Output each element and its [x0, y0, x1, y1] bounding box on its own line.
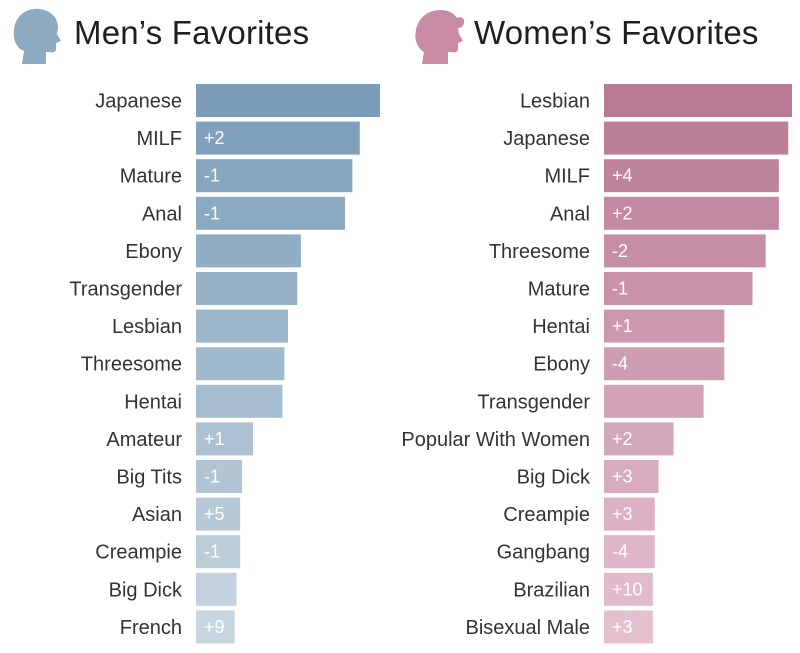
bar-milf	[604, 159, 779, 193]
category-label: Asian	[132, 504, 182, 526]
bar-french	[196, 610, 235, 644]
category-label: Transgender	[477, 391, 590, 413]
bar-threesome	[604, 234, 766, 268]
category-label: Hentai	[532, 316, 590, 338]
bar-anal	[196, 196, 346, 230]
rank-change-label: +4	[612, 166, 633, 186]
category-label: MILF	[136, 128, 182, 150]
womens-chart-title: Women’s Favorites	[474, 14, 759, 51]
category-label: Threesome	[489, 241, 590, 263]
category-label: Big Dick	[109, 579, 183, 601]
category-label: Creampie	[95, 542, 182, 564]
bar-lesbian	[604, 84, 792, 117]
category-label: French	[120, 617, 182, 639]
rank-change-label: +3	[612, 617, 633, 637]
rank-change-label: +1	[612, 316, 633, 336]
category-label: Ebony	[125, 241, 182, 263]
bar-bisexual-male	[604, 610, 653, 644]
category-label: Ebony	[533, 354, 590, 376]
bar-transgender	[604, 384, 704, 418]
rank-change-label: +10	[612, 579, 643, 599]
category-label: Japanese	[503, 128, 590, 150]
womens-bar-chart: Lesbian Japanese MILF +4 Anal +2 Threesome -2 Ma…	[401, 84, 792, 644]
bar-milf	[196, 121, 360, 155]
rank-change-label: -1	[204, 467, 220, 487]
category-label: Hentai	[124, 391, 182, 413]
rank-change-label: +3	[612, 467, 633, 487]
bar-brazilian	[604, 572, 653, 606]
bar-lesbian	[196, 309, 288, 343]
mens-bar-chart: Japanese MILF +2 Mature -1 Anal -1 Ebony Transge…	[69, 84, 380, 644]
rank-change-label: -2	[612, 241, 628, 261]
category-label: Japanese	[95, 91, 182, 113]
category-label: Big Tits	[116, 467, 182, 489]
category-label: Transgender	[69, 279, 182, 301]
category-label: Creampie	[503, 504, 590, 526]
bar-ebony	[196, 234, 301, 268]
bar-transgender	[196, 272, 298, 305]
womens-favorites-panel: Women’s Favorites Lesbian Japanese MILF +4 A…	[400, 0, 800, 653]
category-label: Lesbian	[112, 316, 182, 338]
category-label: Lesbian	[520, 91, 590, 113]
bar-threesome	[196, 347, 285, 381]
bar-asian	[196, 497, 241, 531]
category-label: Brazilian	[513, 579, 590, 601]
category-label: Anal	[142, 203, 182, 225]
rank-change-label: +9	[204, 617, 225, 637]
rank-change-label: -1	[204, 203, 220, 223]
category-label: Amateur	[106, 429, 182, 451]
category-label: Mature	[528, 279, 590, 301]
category-label: Big Dick	[517, 467, 591, 489]
category-label: Mature	[120, 166, 182, 188]
rank-change-label: +2	[204, 128, 225, 148]
bar-japanese	[604, 121, 789, 155]
bar-creampie	[196, 535, 241, 569]
bar-mature	[604, 272, 753, 305]
bar-ebony	[604, 347, 725, 381]
rank-change-label: +1	[204, 429, 225, 449]
rank-change-label: +5	[204, 504, 225, 524]
bar-creampie	[604, 497, 655, 531]
bar-mature	[196, 159, 353, 193]
bar-big-dick	[604, 460, 659, 493]
rank-change-label: +2	[612, 429, 633, 449]
rank-change-label: -1	[204, 542, 220, 562]
rank-change-label: -4	[612, 354, 628, 374]
mens-chart-title: Men’s Favorites	[74, 14, 310, 51]
rank-change-label: -4	[612, 542, 628, 562]
bar-popular-with-women	[604, 422, 674, 456]
rank-change-label: +2	[612, 203, 633, 223]
rank-change-label: -1	[204, 166, 220, 186]
category-label: Gangbang	[497, 542, 590, 564]
male-head-silhouette-icon	[13, 8, 62, 64]
category-label: Threesome	[81, 354, 182, 376]
bar-gangbang	[604, 535, 655, 569]
bar-hentai	[604, 309, 725, 343]
bar-big-tits	[196, 460, 242, 493]
bar-hentai	[196, 384, 283, 418]
rank-change-label: +3	[612, 504, 633, 524]
bar-amateur	[196, 422, 254, 456]
bar-big-dick	[196, 572, 237, 606]
female-head-silhouette-icon	[415, 10, 465, 64]
mens-favorites-panel: Men’s Favorites Japanese MILF +2 Mature -1 An…	[0, 0, 390, 653]
category-label: MILF	[544, 166, 590, 188]
bar-japanese	[196, 84, 380, 117]
category-label: Popular With Women	[401, 429, 590, 451]
category-label: Anal	[550, 203, 590, 225]
category-label: Bisexual Male	[465, 617, 590, 639]
rank-change-label: -1	[612, 279, 628, 299]
bar-anal	[604, 196, 779, 230]
